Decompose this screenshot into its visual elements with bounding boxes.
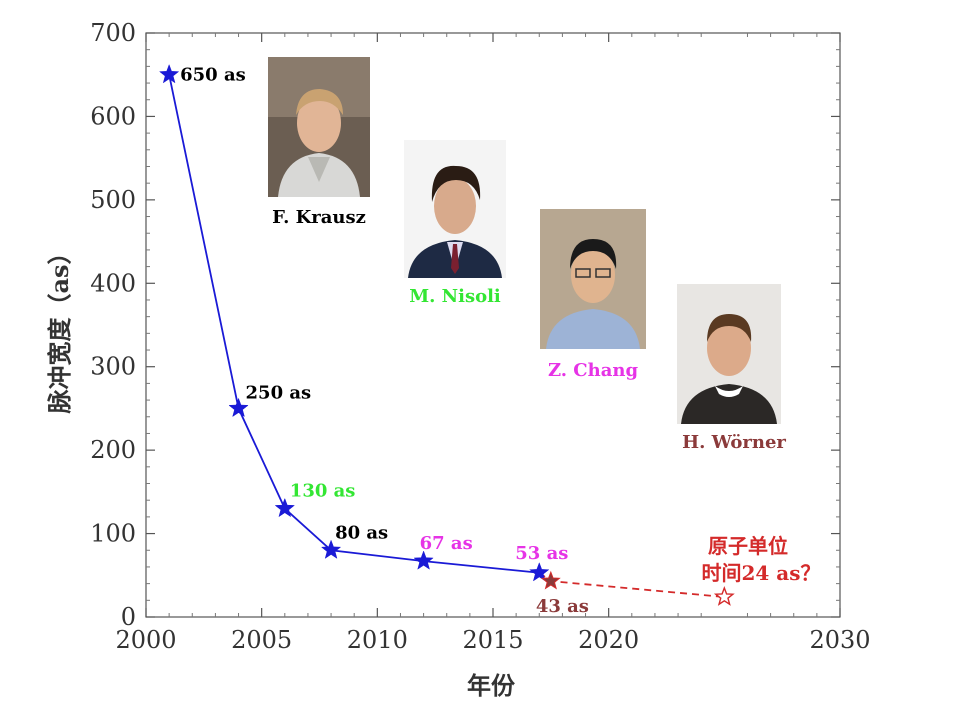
x-tick-label: 2005 bbox=[231, 626, 292, 654]
data-label: 130 as bbox=[290, 481, 356, 502]
caption-krausz: F. Krausz bbox=[272, 207, 366, 228]
y-tick-label: 0 bbox=[121, 603, 136, 631]
y-tick-label: 100 bbox=[90, 520, 136, 548]
measured-line bbox=[168, 74, 540, 574]
series-layer bbox=[158, 63, 735, 606]
caption-nisoli: M. Nisoli bbox=[409, 286, 501, 307]
x-tick-label: 2000 bbox=[115, 626, 176, 654]
y-tick-label: 500 bbox=[90, 186, 136, 214]
x-tick-label: 2020 bbox=[578, 626, 639, 654]
data-label: 67 as bbox=[420, 533, 473, 554]
y-tick-label: 200 bbox=[90, 436, 136, 464]
point-labels: 650 as 250 as 130 as 80 as 67 as 53 as 43 as bbox=[180, 65, 589, 617]
projection-star bbox=[540, 570, 561, 590]
data-label: 53 as bbox=[515, 543, 568, 564]
data-point-star bbox=[228, 397, 249, 418]
projection-star-open bbox=[713, 585, 735, 606]
data-label: 250 as bbox=[246, 382, 312, 403]
caption-worner: H. Wörner bbox=[682, 432, 786, 453]
photo-chang bbox=[540, 209, 646, 349]
x-tick-label: 2015 bbox=[462, 626, 523, 654]
data-point-star bbox=[413, 550, 434, 570]
data-label: 80 as bbox=[335, 522, 388, 543]
x-tick-label: 2010 bbox=[347, 626, 408, 654]
photo-worner bbox=[677, 284, 781, 424]
photo-nisoli bbox=[404, 140, 506, 278]
data-point-star bbox=[529, 562, 550, 582]
photo-krausz bbox=[268, 57, 370, 197]
x-tick-label: 2030 bbox=[809, 626, 870, 654]
y-tick-label: 600 bbox=[90, 102, 136, 130]
y-axis-title: 脉冲宽度（as） bbox=[45, 240, 74, 414]
annotation-line-1: 原子单位 bbox=[708, 534, 788, 558]
data-point-star bbox=[274, 497, 295, 518]
projection-line bbox=[538, 572, 725, 598]
x-axis-title: 年份 bbox=[467, 671, 516, 700]
axis-ticks: 2000 2005 2010 2015 2020 2030 0 100 200 300 400 500… bbox=[90, 19, 870, 654]
y-tick-label: 400 bbox=[90, 269, 136, 297]
data-label: 43 as bbox=[536, 596, 589, 617]
y-tick-label: 300 bbox=[90, 353, 136, 381]
data-point-star bbox=[320, 539, 342, 559]
annotation-line-2: 时间24 as？ bbox=[701, 561, 820, 585]
data-label: 650 as bbox=[180, 65, 246, 86]
data-point-star bbox=[158, 63, 180, 84]
y-tick-label: 700 bbox=[90, 19, 136, 47]
caption-chang: Z. Chang bbox=[547, 360, 639, 381]
